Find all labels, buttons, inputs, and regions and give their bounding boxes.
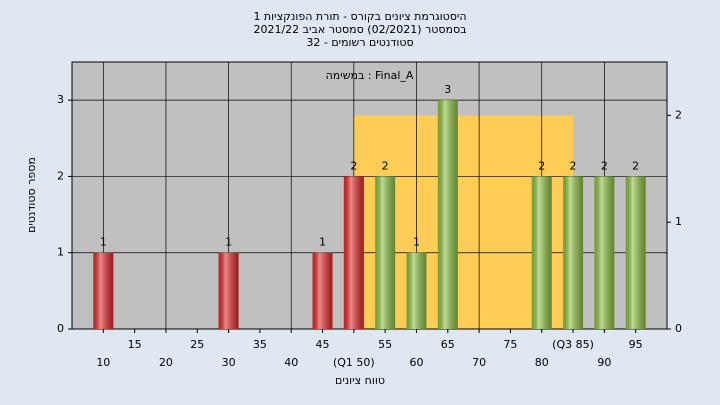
bar-shine [563, 176, 584, 329]
bar-shine [343, 176, 364, 329]
data-label: 2 [601, 159, 608, 172]
x-tick-label: 70 [472, 356, 486, 369]
x-tick-label: 20 [159, 356, 173, 369]
x-tick-label: 45 [316, 338, 330, 351]
bar-shine [312, 252, 333, 329]
bar-shine [218, 252, 239, 329]
y-axis-label: מספר סטודנטים [25, 157, 38, 233]
data-label: 3 [444, 83, 451, 96]
y-tick-label: 1 [57, 246, 64, 259]
x-tick-label: 80 [535, 356, 549, 369]
x-tick-label: 25 [190, 338, 204, 351]
bar-shine [375, 176, 396, 329]
x-axis-label: טווח ציונים [335, 374, 385, 387]
chart-subtitle: בסמסטר (02/2021) סמסטר אביב 2021/22 [253, 23, 466, 36]
x-tick-label: 35 [253, 338, 267, 351]
chart-subtitle: סטודנטים רשומים - 32 [306, 36, 413, 49]
bar-shine [93, 252, 114, 329]
x-tick-label: 55 [378, 338, 392, 351]
x-tick-label: 95 [629, 338, 643, 351]
x-tick-label: 75 [503, 338, 517, 351]
x-tick-label: 90 [597, 356, 611, 369]
chart-title: היסטוגרמת ציונים בקורס - תורת הפונקציות … [253, 10, 466, 23]
y2-tick-label: 0 [675, 322, 682, 335]
y-tick-label: 3 [57, 93, 64, 106]
plot-border [71, 61, 668, 330]
x-tick-label: 65 [441, 338, 455, 351]
bar-shine [406, 252, 427, 329]
data-label: 2 [632, 159, 639, 172]
y2-tick-label: 2 [675, 108, 682, 121]
x-tick-label: 40 [284, 356, 298, 369]
data-label: 2 [350, 159, 357, 172]
y2-tick-label: 1 [675, 215, 682, 228]
bar-shine [625, 176, 646, 329]
bar-shine [594, 176, 615, 329]
data-label: 2 [570, 159, 577, 172]
data-label: 2 [538, 159, 545, 172]
x-tick-label: (Q1 50) [333, 356, 375, 369]
x-tick-label: 10 [96, 356, 110, 369]
x-tick-label: 15 [128, 338, 142, 351]
data-label: 1 [319, 236, 326, 249]
data-label: 2 [382, 159, 389, 172]
data-label: 1 [225, 236, 232, 249]
data-label: 1 [100, 236, 107, 249]
x-tick-label: (Q3 85) [552, 338, 594, 351]
x-tick-label: 60 [409, 356, 423, 369]
annotation: במשימה : Final_A [326, 69, 414, 82]
y-tick-label: 2 [57, 169, 64, 182]
bar-shine [531, 176, 552, 329]
data-label: 1 [413, 236, 420, 249]
x-tick-label: 30 [222, 356, 236, 369]
y-tick-label: 0 [57, 322, 64, 335]
bar-shine [437, 100, 458, 330]
